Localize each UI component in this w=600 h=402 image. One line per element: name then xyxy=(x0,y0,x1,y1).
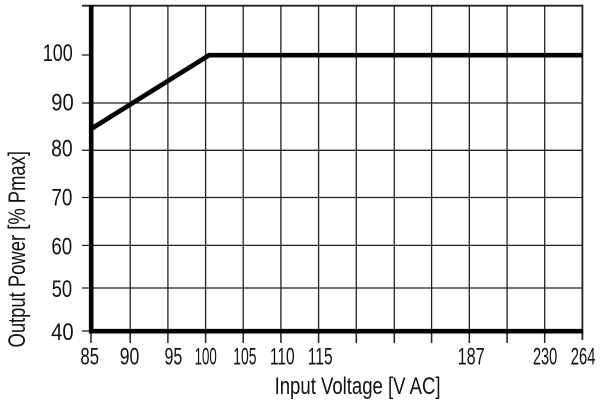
svg-text:95: 95 xyxy=(165,343,183,370)
svg-text:187: 187 xyxy=(458,343,485,370)
svg-text:100: 100 xyxy=(43,40,73,67)
svg-text:Output Power [% Pmax]: Output Power [% Pmax] xyxy=(4,151,31,348)
svg-text:80: 80 xyxy=(51,135,73,162)
svg-text:70: 70 xyxy=(51,184,72,211)
svg-text:90: 90 xyxy=(120,343,140,370)
svg-text:60: 60 xyxy=(51,233,72,260)
svg-text:50: 50 xyxy=(52,276,73,303)
svg-text:100: 100 xyxy=(195,343,217,370)
svg-text:115: 115 xyxy=(308,343,333,370)
svg-text:110: 110 xyxy=(270,343,295,370)
svg-text:85: 85 xyxy=(80,343,99,370)
svg-text:90: 90 xyxy=(51,90,74,117)
svg-text:105: 105 xyxy=(233,343,256,370)
svg-text:230: 230 xyxy=(533,343,557,370)
svg-text:Input Voltage [V AC]: Input Voltage [V AC] xyxy=(275,373,441,400)
svg-text:264: 264 xyxy=(571,343,596,370)
svg-text:40: 40 xyxy=(51,319,74,346)
